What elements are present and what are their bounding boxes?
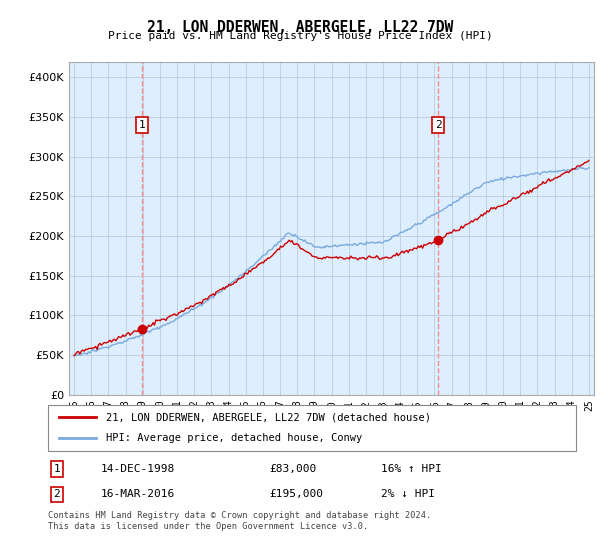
Text: 2% ↓ HPI: 2% ↓ HPI bbox=[380, 489, 434, 500]
Text: Contains HM Land Registry data © Crown copyright and database right 2024.
This d: Contains HM Land Registry data © Crown c… bbox=[48, 511, 431, 531]
Text: Price paid vs. HM Land Registry's House Price Index (HPI): Price paid vs. HM Land Registry's House … bbox=[107, 31, 493, 41]
Text: 2: 2 bbox=[53, 489, 60, 500]
Text: 1: 1 bbox=[53, 464, 60, 474]
Text: 21, LON DDERWEN, ABERGELE, LL22 7DW (detached house): 21, LON DDERWEN, ABERGELE, LL22 7DW (det… bbox=[106, 412, 431, 422]
Text: 1: 1 bbox=[139, 120, 145, 130]
Text: £195,000: £195,000 bbox=[270, 489, 324, 500]
Text: 14-DEC-1998: 14-DEC-1998 bbox=[101, 464, 175, 474]
Text: 2: 2 bbox=[434, 120, 442, 130]
Text: HPI: Average price, detached house, Conwy: HPI: Average price, detached house, Conw… bbox=[106, 433, 362, 444]
Text: £83,000: £83,000 bbox=[270, 464, 317, 474]
FancyBboxPatch shape bbox=[48, 405, 576, 451]
Text: 21, LON DDERWEN, ABERGELE, LL22 7DW: 21, LON DDERWEN, ABERGELE, LL22 7DW bbox=[147, 20, 453, 35]
Text: 16-MAR-2016: 16-MAR-2016 bbox=[101, 489, 175, 500]
Text: 16% ↑ HPI: 16% ↑ HPI bbox=[380, 464, 442, 474]
